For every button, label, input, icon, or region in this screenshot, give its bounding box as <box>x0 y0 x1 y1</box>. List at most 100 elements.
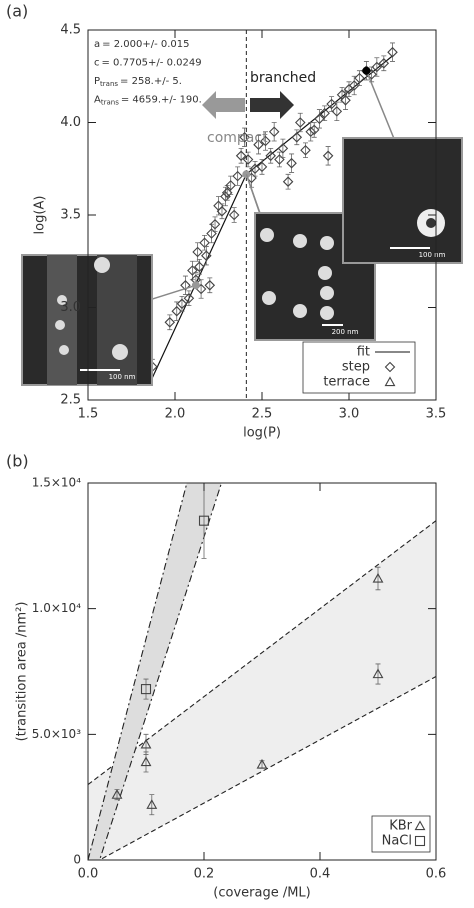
island <box>112 344 128 360</box>
fit-parameter: Ptrans = 258.+/- 5. <box>94 76 182 88</box>
marker <box>291 132 303 143</box>
x-tick-label: 3.5 <box>426 407 447 422</box>
legend-label: terrace <box>323 375 370 390</box>
x-tick-label: 0.4 <box>310 867 331 882</box>
error-bar <box>256 135 262 155</box>
island <box>262 291 276 305</box>
island <box>426 218 436 228</box>
marker <box>282 176 294 187</box>
error-bar <box>149 794 155 816</box>
error-bar <box>375 566 381 591</box>
legend-marker <box>414 835 426 847</box>
band <box>88 483 222 860</box>
marker <box>387 46 398 58</box>
terrace <box>97 255 137 385</box>
island <box>318 266 332 280</box>
error-bar <box>334 101 340 122</box>
band <box>88 520 436 860</box>
marker <box>322 150 334 162</box>
y-tick-label: 3.0 <box>60 300 81 315</box>
marker <box>265 150 276 162</box>
marker <box>199 237 210 249</box>
x-tick-label: 1.5 <box>78 407 99 422</box>
plot-area <box>147 42 398 386</box>
marker <box>140 756 152 767</box>
error-bar <box>374 57 380 77</box>
fit-parameter: Atrans = 4659.+/- 190. <box>94 95 202 107</box>
value: = 2.000+/- 0.015 <box>102 39 189 50</box>
legend-label: step <box>342 360 370 375</box>
error-bar <box>198 279 204 299</box>
marker <box>268 126 280 138</box>
island <box>55 320 65 330</box>
error-bar <box>143 751 149 773</box>
marker <box>256 161 268 173</box>
error-bar <box>195 242 201 262</box>
legend-label: fit <box>357 345 370 360</box>
marker <box>372 668 384 679</box>
band-edge <box>98 676 436 860</box>
scale-label: 200 nm <box>332 328 359 336</box>
marker <box>221 187 233 199</box>
inset-image <box>342 137 463 264</box>
marker <box>204 280 216 291</box>
island <box>293 304 307 318</box>
x-axis-label: (coverage /ML) <box>213 886 310 901</box>
marker <box>187 265 198 276</box>
marker <box>171 305 183 317</box>
marker <box>111 789 123 799</box>
y-tick-label: 1.0×10⁴ <box>32 601 81 615</box>
marker <box>164 317 176 328</box>
error-bar <box>280 138 286 159</box>
error-bar <box>375 663 381 685</box>
band-edge <box>99 483 223 860</box>
legend-marker <box>384 376 396 387</box>
marker <box>192 246 203 258</box>
x-tick-label: 0.0 <box>78 867 99 882</box>
symbol: c <box>94 58 100 69</box>
arrow-label: compact <box>207 130 268 146</box>
y-tick-label: 0 <box>73 853 81 867</box>
island <box>320 236 334 250</box>
scale-label: 100 nm <box>109 373 136 381</box>
y-tick-label: 4.5 <box>60 23 81 38</box>
legend-marker <box>384 361 396 373</box>
error-bar <box>325 146 331 166</box>
error-bar <box>203 246 209 266</box>
x-tick-label: 3.0 <box>339 407 360 422</box>
legend-marker <box>414 820 426 831</box>
symbol: a <box>94 39 100 50</box>
marker <box>235 150 247 162</box>
y-tick-label: 5.0×10³ <box>32 727 81 741</box>
marker <box>300 144 311 156</box>
island <box>260 228 274 242</box>
y-tick-label: 1.5×10⁴ <box>32 476 81 490</box>
marker <box>372 572 384 583</box>
marker <box>194 261 205 273</box>
island <box>94 257 110 273</box>
marker <box>348 80 360 91</box>
legend-label: KBr <box>389 819 412 834</box>
y-tick-label: 2.5 <box>60 393 81 408</box>
marker <box>216 206 228 217</box>
island <box>59 345 69 355</box>
marker <box>146 799 158 809</box>
error-bar <box>271 122 277 142</box>
marker <box>314 113 325 125</box>
value: = 4659.+/- 190. <box>121 95 202 106</box>
arrow <box>250 91 294 119</box>
marker <box>253 139 264 150</box>
error-bar <box>289 153 295 173</box>
panel-label: (b) <box>6 452 29 471</box>
x-tick-label: 0.2 <box>194 867 215 882</box>
fit-parameter: c = 0.7705+/- 0.0249 <box>94 58 202 69</box>
terrace <box>47 255 77 385</box>
marker <box>256 758 268 769</box>
subscript: trans <box>101 99 119 107</box>
symbol: P <box>94 76 100 87</box>
island <box>320 286 334 300</box>
x-tick-label: 0.6 <box>426 867 447 882</box>
y-axis-label: (transition area /nm²) <box>15 602 30 742</box>
marker <box>260 135 271 147</box>
error-bar <box>308 122 314 142</box>
